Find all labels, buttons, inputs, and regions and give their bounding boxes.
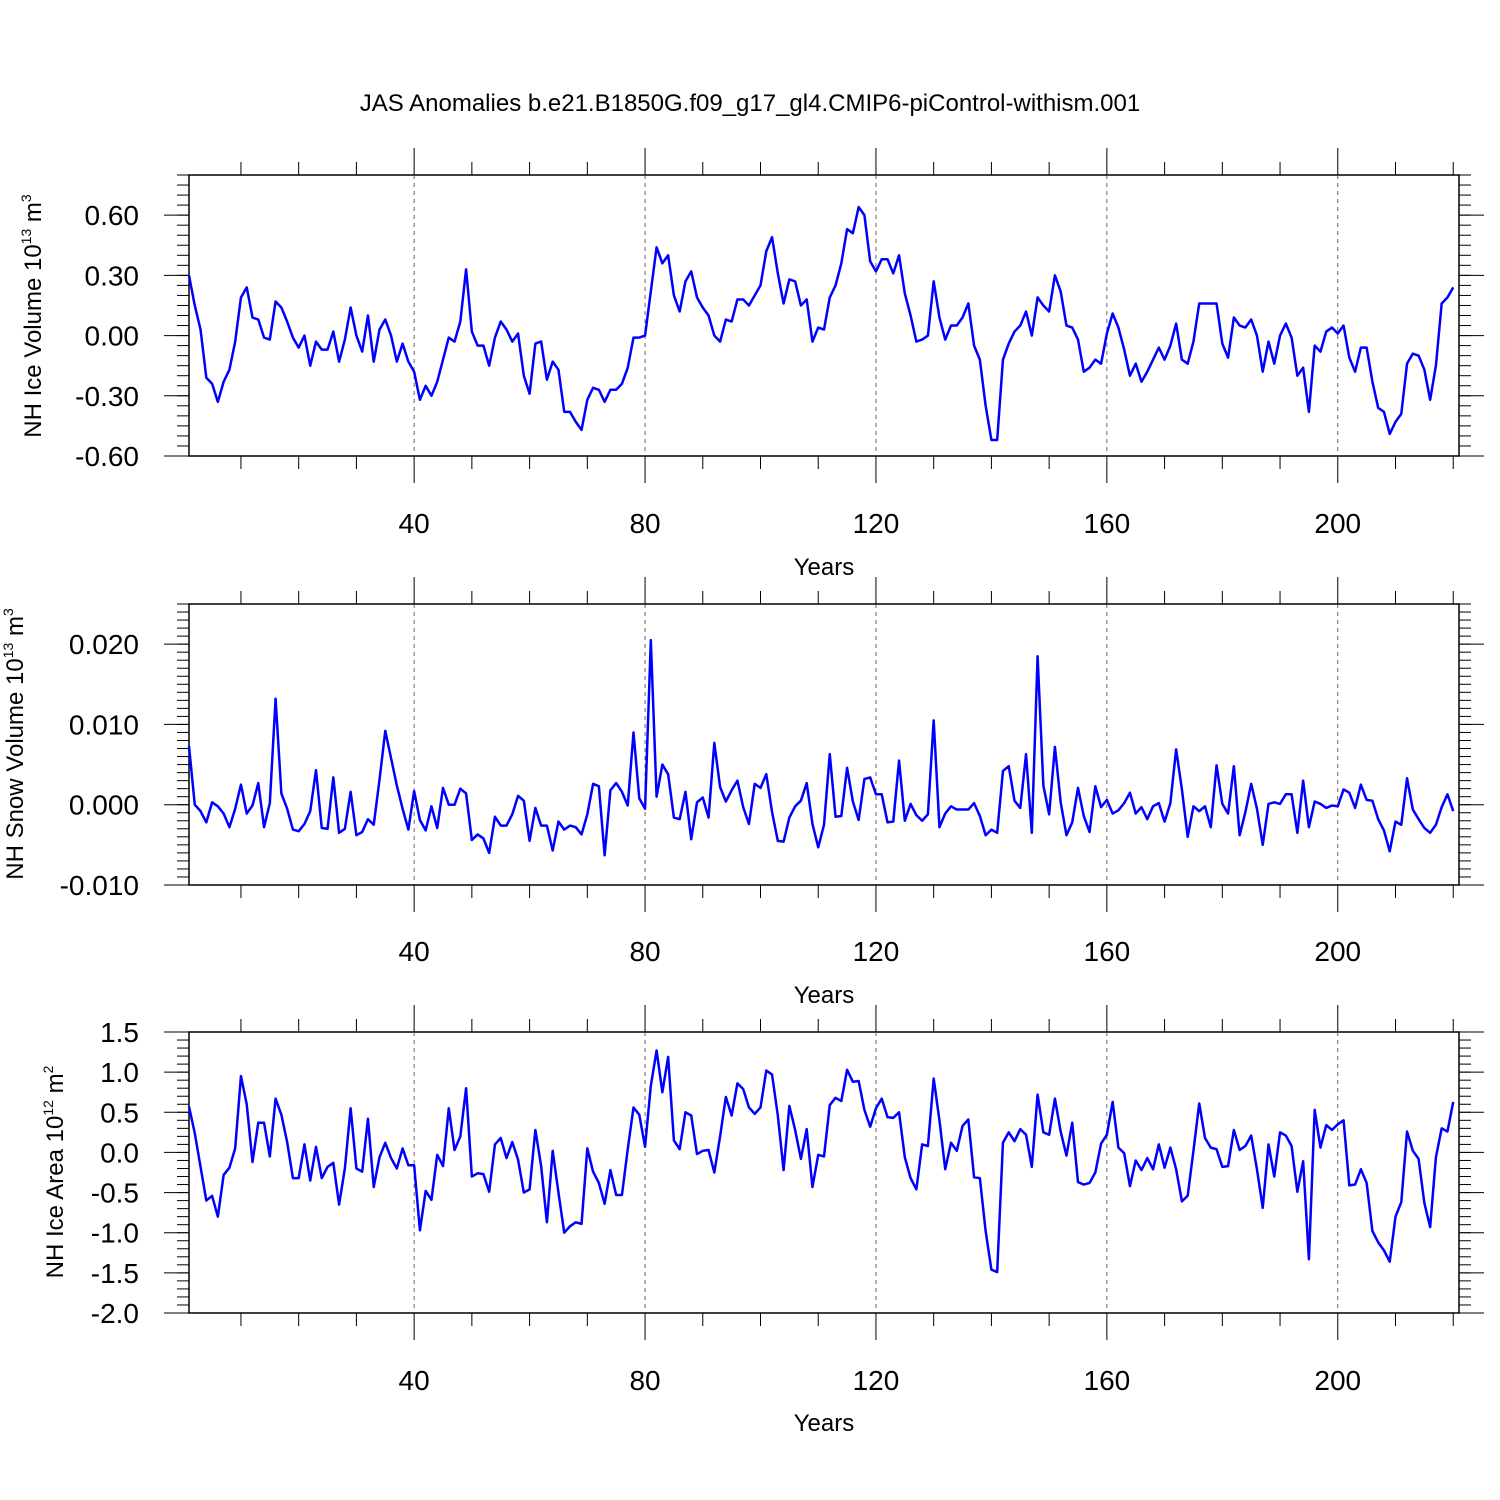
y-tick-label: 0.60 xyxy=(85,200,140,231)
x-tick-label: 200 xyxy=(1314,936,1361,967)
y-tick-label: -1.5 xyxy=(91,1258,139,1289)
x-tick-label: 160 xyxy=(1084,936,1131,967)
y-tick-label: -0.5 xyxy=(91,1178,139,1209)
y-axis-label: NH Ice Volume 1013 m3 xyxy=(18,194,47,438)
x-tick-label: 80 xyxy=(629,508,660,539)
x-axis-label: Years xyxy=(794,982,855,1009)
y-tick-label: -0.30 xyxy=(75,381,139,412)
plot-frame xyxy=(188,603,1460,886)
y-axis-label: NH Ice Area 1012 m2 xyxy=(40,1065,69,1278)
y-tick-label: -0.60 xyxy=(75,441,139,472)
y-tick-label: 0.5 xyxy=(100,1097,139,1128)
x-tick-label: 40 xyxy=(399,936,430,967)
x-tick-label: 40 xyxy=(399,1365,430,1396)
x-tick-label: 80 xyxy=(629,936,660,967)
y-tick-label: -0.010 xyxy=(60,870,139,901)
y-tick-label: 0.0 xyxy=(100,1137,139,1168)
y-tick-label: 1.0 xyxy=(100,1057,139,1088)
y-tick-label: 0.00 xyxy=(85,321,140,352)
y-tick-label: 0.020 xyxy=(69,629,139,660)
series-line xyxy=(187,638,1455,857)
x-tick-label: 160 xyxy=(1084,508,1131,539)
ice-volume-panel: 40 80 120 160 200 -0.60 -0.30 0.00 0.30 0.60 Years… xyxy=(18,148,1484,581)
series-line xyxy=(187,1049,1455,1274)
x-tick-label: 40 xyxy=(399,508,430,539)
x-tick-label: 200 xyxy=(1314,508,1361,539)
x-tick-label: 120 xyxy=(853,508,900,539)
ice-area-panel: 40 80 120 160 200 -2.0 -1.5 -1.0 -0.5 0.0 0.5 1.0 1.… xyxy=(40,1005,1484,1437)
y-tick-label: -1.0 xyxy=(91,1218,139,1249)
x-tick-label: 200 xyxy=(1314,1365,1361,1396)
x-tick-label: 160 xyxy=(1084,1365,1131,1396)
x-axis-label: Years xyxy=(794,1410,855,1437)
series-line xyxy=(187,205,1455,442)
snow-volume-panel: 40 80 120 160 200 -0.010 0.000 0.010 0.020 Years N… xyxy=(0,577,1484,1009)
y-tick-label: 0.000 xyxy=(69,790,139,821)
plot-frame xyxy=(188,1031,1460,1314)
y-tick-label: 0.30 xyxy=(85,260,140,291)
plot-frame xyxy=(188,174,1460,457)
x-tick-label: 120 xyxy=(853,936,900,967)
y-axis-label: NH Snow Volume 1013 m3 xyxy=(0,608,29,880)
x-tick-label: 80 xyxy=(629,1365,660,1396)
x-axis-label: Years xyxy=(794,554,855,581)
y-tick-label: 1.5 xyxy=(100,1017,139,1048)
figure-title: JAS Anomalies b.e21.B1850G.f09_g17_gl4.C… xyxy=(360,90,1140,117)
y-tick-label: -2.0 xyxy=(91,1298,139,1329)
y-tick-label: 0.010 xyxy=(69,709,139,740)
x-tick-label: 120 xyxy=(853,1365,900,1396)
